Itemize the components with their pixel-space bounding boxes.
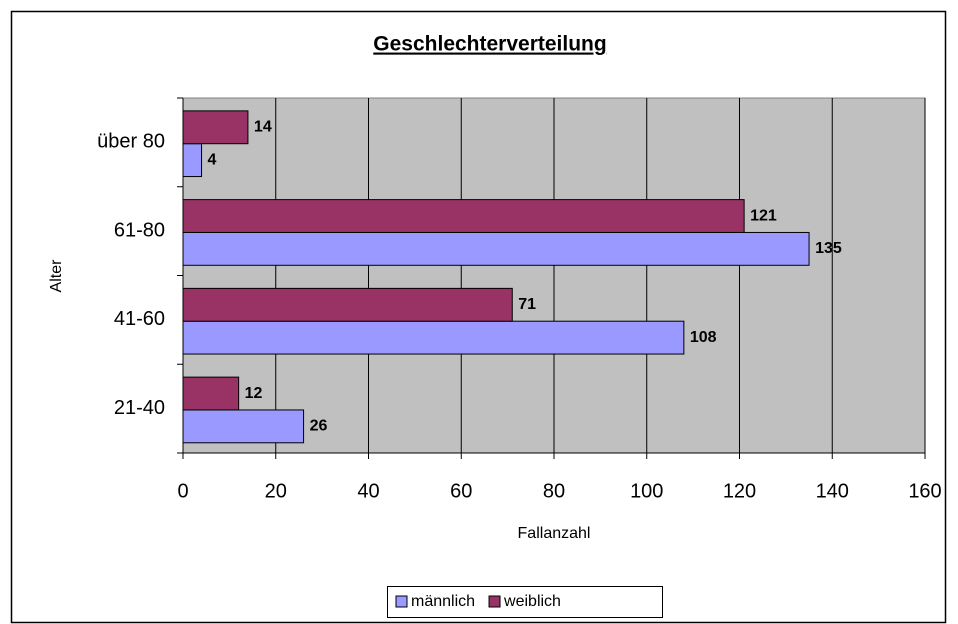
x-tick-label: 20 [265, 480, 287, 502]
data-label: 108 [690, 329, 717, 346]
chart-title: Geschlechterverteilung [373, 33, 606, 56]
data-label: 14 [254, 119, 272, 136]
bar [182, 409, 305, 444]
y-tick-label: 21-40 [114, 397, 165, 419]
y-tick-label: 41-60 [114, 308, 165, 330]
bar [182, 320, 685, 355]
data-label: 12 [245, 385, 263, 402]
bar [182, 287, 513, 322]
bar [182, 143, 203, 178]
legend-label: männlich [411, 593, 475, 610]
data-label: 26 [310, 418, 328, 435]
x-tick-label: 140 [816, 480, 849, 502]
legend-box [387, 586, 663, 618]
x-tick-label: 120 [723, 480, 756, 502]
x-tick-label: 40 [357, 480, 379, 502]
x-tick-label: 60 [450, 480, 472, 502]
bar [182, 376, 240, 411]
bar [182, 110, 249, 145]
x-tick-label: 100 [630, 480, 663, 502]
y-axis-label: Alter [48, 259, 65, 293]
legend-swatch [488, 595, 501, 608]
bar [182, 231, 810, 266]
legend-label: weiblich [503, 593, 561, 610]
legend-swatch [395, 595, 408, 608]
data-label: 71 [518, 296, 536, 313]
data-label: 4 [208, 151, 217, 168]
bar [182, 199, 745, 233]
x-tick-label: 0 [177, 480, 188, 502]
y-tick-label: über 80 [97, 131, 165, 153]
x-axis-label: Fallanzahl [518, 525, 591, 542]
data-label: 135 [815, 240, 842, 257]
x-tick-label: 80 [543, 480, 565, 502]
legend: männlich weiblich [387, 586, 663, 618]
x-tick-label: 160 [908, 480, 941, 502]
y-tick-label: 61-80 [114, 219, 165, 241]
data-label: 121 [750, 207, 777, 224]
